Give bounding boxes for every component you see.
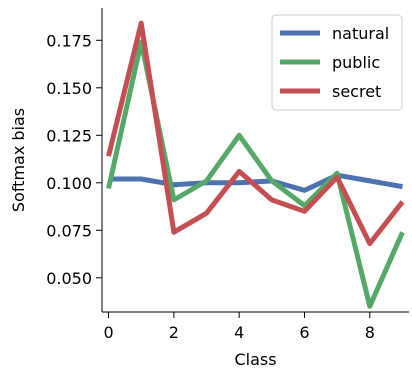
- x-tick-label-0: 0: [103, 323, 113, 342]
- legend: natural public secret: [271, 14, 403, 111]
- series-layer: [106, 20, 405, 309]
- y-axis-label: Softmax bias: [9, 108, 28, 212]
- series-line-secret: [106, 20, 405, 247]
- legend-box: [271, 14, 403, 111]
- x-tick-label-6: 6: [299, 323, 309, 342]
- y-tick-label-0.125: 0.125: [46, 126, 92, 145]
- y-tick-label-0.050: 0.050: [46, 269, 92, 288]
- legend-label-public: public: [332, 53, 380, 72]
- axes-layer: 0 2 4 6 8 0.050 0.075 0.100 0.125 0.150 0.175: [46, 8, 409, 342]
- series-line-natural: [108, 172, 403, 193]
- y-tick-label-0.100: 0.100: [46, 174, 92, 193]
- x-tick-label-2: 2: [169, 323, 179, 342]
- y-tick-label-0.075: 0.075: [46, 221, 92, 240]
- x-tick-label-8: 8: [365, 323, 375, 342]
- y-tick-label-0.150: 0.150: [46, 79, 92, 98]
- x-axis-label: Class: [234, 350, 276, 369]
- legend-label-secret: secret: [332, 82, 381, 101]
- legend-label-natural: natural: [332, 24, 389, 43]
- x-tick-label-4: 4: [234, 323, 244, 342]
- y-tick-label-0.175: 0.175: [46, 31, 92, 50]
